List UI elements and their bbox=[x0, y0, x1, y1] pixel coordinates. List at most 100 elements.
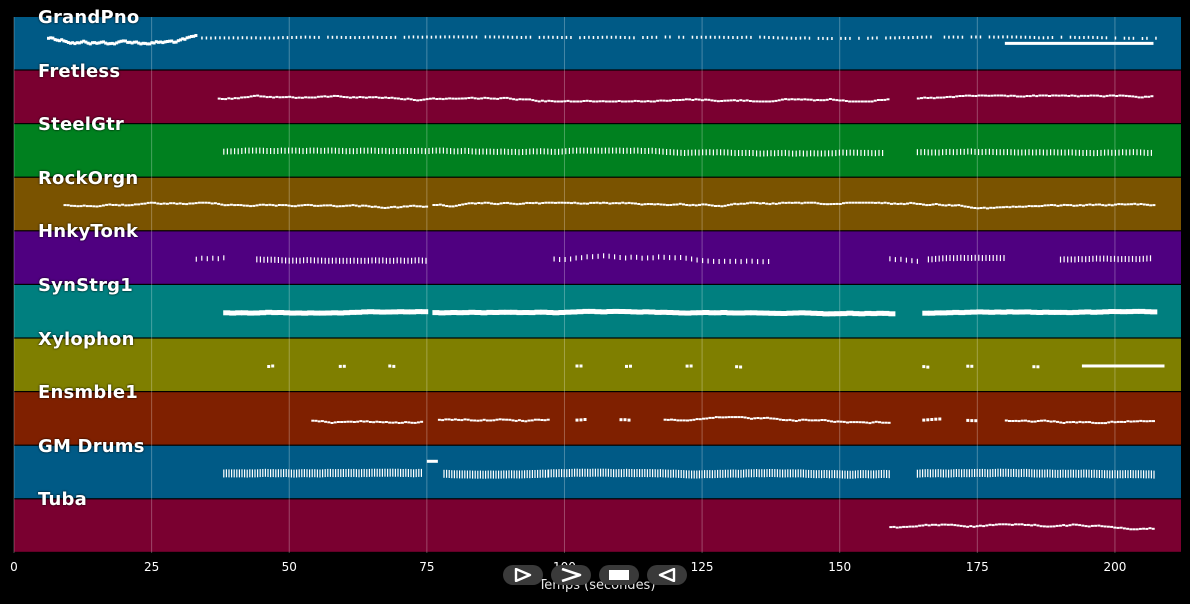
note bbox=[77, 41, 81, 45]
note bbox=[490, 202, 493, 205]
note bbox=[251, 469, 253, 478]
note bbox=[880, 99, 884, 101]
note bbox=[259, 310, 267, 316]
note bbox=[637, 203, 641, 205]
note bbox=[225, 469, 227, 478]
note bbox=[999, 255, 1001, 262]
note bbox=[1028, 149, 1030, 156]
note bbox=[294, 96, 298, 99]
stop-button[interactable] bbox=[599, 565, 639, 585]
note bbox=[758, 202, 762, 205]
note bbox=[970, 206, 973, 209]
note bbox=[448, 97, 452, 100]
note bbox=[352, 148, 354, 155]
note bbox=[1036, 365, 1040, 369]
note bbox=[642, 309, 650, 315]
x-tick-label: 175 bbox=[965, 560, 989, 574]
note bbox=[1082, 150, 1084, 156]
note bbox=[1055, 524, 1059, 527]
note bbox=[1066, 204, 1069, 207]
play-button[interactable] bbox=[503, 565, 543, 585]
note bbox=[680, 470, 682, 478]
note bbox=[566, 99, 570, 102]
forward-button[interactable] bbox=[551, 565, 591, 585]
note bbox=[303, 204, 307, 206]
note bbox=[745, 35, 748, 39]
note bbox=[275, 469, 277, 478]
note bbox=[284, 204, 288, 207]
note bbox=[692, 418, 696, 421]
note bbox=[403, 98, 407, 101]
note bbox=[409, 204, 413, 207]
note bbox=[966, 469, 968, 478]
note bbox=[923, 96, 927, 99]
note bbox=[474, 470, 476, 479]
note bbox=[658, 254, 660, 260]
note bbox=[1036, 420, 1040, 422]
note bbox=[528, 202, 532, 204]
note bbox=[438, 203, 442, 206]
note bbox=[451, 470, 453, 479]
note bbox=[629, 364, 632, 368]
note bbox=[795, 36, 797, 40]
note bbox=[336, 421, 340, 423]
note bbox=[1153, 470, 1155, 479]
note bbox=[745, 149, 747, 156]
note bbox=[1067, 95, 1071, 97]
note bbox=[757, 259, 759, 265]
note bbox=[246, 36, 248, 40]
note bbox=[846, 149, 848, 156]
note bbox=[265, 96, 269, 99]
note bbox=[320, 95, 324, 98]
note bbox=[92, 205, 96, 208]
note bbox=[566, 469, 568, 478]
note bbox=[496, 148, 498, 155]
note bbox=[619, 147, 621, 154]
note bbox=[338, 364, 342, 368]
note bbox=[425, 257, 427, 264]
note bbox=[126, 40, 130, 44]
note bbox=[1019, 95, 1023, 98]
note bbox=[1107, 421, 1111, 424]
note bbox=[803, 98, 807, 101]
note bbox=[534, 99, 538, 102]
note bbox=[329, 95, 333, 98]
note bbox=[316, 147, 318, 154]
note-group bbox=[437, 418, 550, 423]
note bbox=[377, 96, 381, 99]
note bbox=[498, 418, 502, 421]
note bbox=[807, 419, 811, 422]
note bbox=[838, 203, 842, 205]
note bbox=[247, 310, 255, 316]
note bbox=[816, 99, 820, 101]
note bbox=[338, 147, 340, 154]
track-name: HnkyTonk bbox=[38, 221, 139, 243]
note bbox=[842, 202, 845, 205]
rewind-button[interactable] bbox=[647, 565, 687, 585]
note bbox=[1054, 94, 1058, 97]
note bbox=[836, 420, 840, 423]
note bbox=[1071, 523, 1075, 526]
note bbox=[685, 255, 687, 261]
note bbox=[924, 523, 928, 526]
note bbox=[852, 470, 854, 479]
note bbox=[583, 418, 587, 421]
note bbox=[1104, 149, 1106, 156]
note bbox=[1128, 36, 1130, 40]
note bbox=[1101, 470, 1103, 478]
note bbox=[842, 420, 846, 423]
note bbox=[696, 35, 698, 39]
note bbox=[1010, 469, 1012, 477]
note bbox=[295, 35, 298, 39]
note bbox=[508, 418, 512, 421]
note bbox=[723, 35, 725, 39]
note bbox=[143, 41, 147, 45]
note bbox=[230, 148, 232, 155]
note bbox=[1025, 95, 1029, 97]
note bbox=[1128, 95, 1131, 98]
note bbox=[1124, 470, 1126, 479]
note bbox=[268, 95, 272, 98]
note bbox=[1150, 470, 1152, 479]
note bbox=[544, 100, 548, 103]
note bbox=[1083, 94, 1087, 97]
